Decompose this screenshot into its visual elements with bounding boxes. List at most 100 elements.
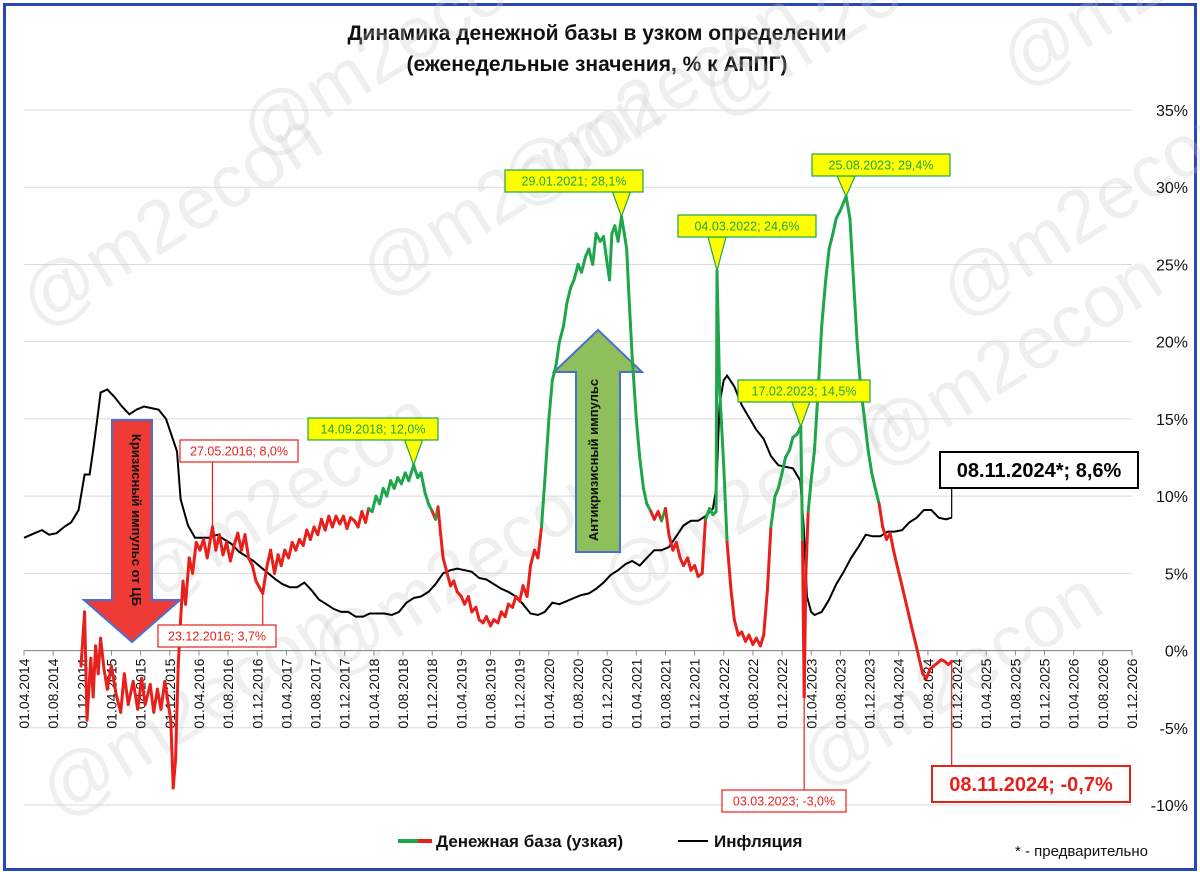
x-tick-label: 01.12.2016	[249, 658, 265, 728]
callout-label: 29.01.2021; 28,1%	[522, 175, 627, 189]
money-base-segment	[881, 525, 888, 541]
money-base-segment	[888, 531, 895, 552]
callout-pointer	[611, 191, 632, 219]
money-base-segment	[852, 278, 859, 344]
data-callout: 25.08.2023; 29,4%	[811, 153, 951, 198]
money-base-segment	[917, 656, 925, 676]
money-base-segment	[602, 235, 609, 266]
money-base-segment	[899, 579, 906, 598]
x-tick-label: 01.04.2021	[628, 658, 644, 728]
money-base-segment	[140, 676, 147, 707]
money-base-segment	[718, 386, 726, 467]
money-base-segment	[820, 278, 828, 328]
x-tick-label: 01.12.2025	[1037, 658, 1053, 728]
callout-box	[931, 765, 1131, 803]
money-base-segment	[466, 595, 474, 614]
money-base-segment	[217, 533, 225, 557]
x-tick-label: 01.04.2017	[278, 658, 294, 728]
money-base-segment	[572, 262, 580, 282]
watermark-text: @m2econ	[984, 0, 1200, 104]
x-tick-label: 01.12.2015	[162, 658, 178, 728]
data-callout: 29.01.2021; 28,1%	[504, 169, 644, 219]
money-base-segment	[758, 633, 766, 648]
callout-box	[179, 439, 299, 463]
money-base-segment	[174, 664, 180, 761]
money-base-segment	[503, 602, 510, 619]
money-base-segment	[547, 378, 554, 421]
money-base-segment	[732, 618, 740, 637]
x-tick-label: 01.12.2021	[687, 658, 703, 728]
x-tick-label: 01.12.2023	[862, 658, 878, 728]
money-base-segment	[827, 232, 835, 251]
money-base-segment	[831, 216, 838, 236]
money-base-segment	[511, 595, 518, 609]
money-base-segment	[228, 544, 236, 563]
money-base-segment	[722, 463, 729, 544]
money-base-segment	[445, 571, 452, 588]
money-base-segment	[700, 517, 707, 575]
y-tick-label: 0%	[1165, 644, 1188, 661]
x-tick-label: 01.08.2016	[220, 658, 236, 728]
money-base-segment	[580, 255, 587, 274]
impulse-arrows: Кризисный импульс от ЦБ Антикризисный имп…	[81, 328, 645, 644]
money-base-segment	[436, 505, 443, 537]
data-callout: 08.11.2024; -0,7%	[931, 661, 1131, 803]
y-tick-label: -5%	[1160, 721, 1188, 738]
callout-label: 04.03.2022; 24,6%	[695, 220, 800, 234]
money-base-segment	[910, 625, 917, 645]
callout-box	[811, 153, 951, 177]
legend: Денежная база (узкая) Инфляция * - предвар…	[398, 832, 1148, 860]
legend-label-inflation: Инфляция	[714, 832, 802, 851]
money-base-segment	[565, 286, 573, 305]
x-tick-label: 01.04.2019	[453, 658, 469, 728]
money-base-segment	[848, 216, 855, 282]
chart-subtitle: (еженедельные значения, % к АППГ)	[406, 53, 788, 76]
money-base-segment	[895, 564, 903, 583]
series-line-money-base	[79, 195, 954, 790]
money-base-segment	[474, 605, 481, 622]
data-callout: 03.03.2023; -3,0%	[721, 696, 847, 813]
money-base-segment	[769, 494, 777, 529]
money-base-segment	[378, 486, 385, 506]
annotation-layer: 27.05.2016; 8,0% 23.12.2016; 3,7% 14.09.20…	[157, 153, 1139, 813]
money-base-segment	[554, 340, 561, 367]
x-tick-label: 01.04.2015	[103, 658, 119, 728]
money-base-segment	[664, 507, 671, 537]
x-tick-label: 01.08.2017	[308, 658, 324, 728]
money-base-segment	[205, 525, 214, 560]
money-base-segment	[591, 232, 598, 266]
anticrisis-impulse-label: Антикризисный импульс	[586, 379, 601, 541]
x-tick-label: 01.04.2026	[1066, 658, 1082, 728]
x-tick-label: 01.12.2020	[599, 658, 615, 728]
money-base-segment	[385, 479, 393, 498]
money-base-segment	[725, 540, 733, 591]
money-base-segment	[407, 463, 416, 483]
money-base-segment	[863, 417, 870, 452]
money-base-segment	[412, 463, 420, 480]
data-callout: 14.09.2018; 12,0%	[307, 417, 439, 468]
money-base-segment	[804, 510, 810, 575]
money-base-segment	[806, 479, 813, 514]
data-callout: 08.11.2024*; 8,6%	[939, 451, 1139, 518]
money-base-segment	[622, 232, 629, 251]
x-tick-label: 01.04.2025	[978, 658, 994, 728]
y-tick-label: 25%	[1156, 257, 1188, 274]
x-tick-label: 01.04.2014	[16, 658, 32, 728]
y-tick-label: 5%	[1165, 566, 1188, 583]
money-base-segment	[642, 486, 649, 506]
x-tick-label: 01.12.2018	[424, 658, 440, 728]
data-callout: 17.02.2023; 14,5%	[737, 379, 871, 429]
money-base-segment	[441, 556, 449, 575]
money-base-segment	[364, 507, 371, 524]
watermark-text: @m2econ	[584, 374, 915, 624]
callout-label: 03.03.2023; -3,0%	[733, 795, 835, 809]
crisis-impulse-arrow	[81, 419, 183, 644]
money-base-segment	[715, 269, 722, 390]
money-base-segment	[686, 556, 693, 572]
money-base-segment	[99, 636, 106, 671]
money-base-segment	[191, 540, 198, 575]
money-base-segment	[870, 471, 877, 490]
money-base-segment	[419, 471, 427, 495]
money-base-segment	[423, 491, 430, 506]
